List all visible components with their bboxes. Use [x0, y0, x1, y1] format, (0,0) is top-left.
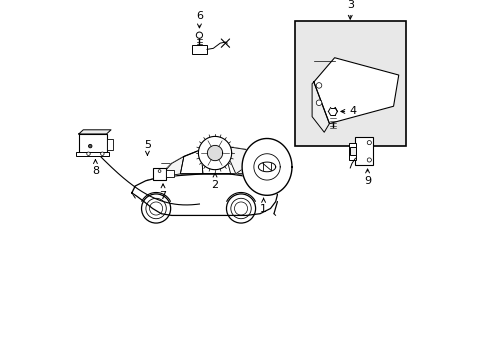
Text: 4: 4: [349, 107, 356, 116]
Bar: [294, 21, 405, 146]
Bar: [76, 152, 109, 156]
Bar: [79, 134, 106, 153]
Text: 9: 9: [363, 176, 370, 186]
Polygon shape: [159, 157, 183, 177]
Text: 8: 8: [92, 166, 99, 176]
Polygon shape: [79, 130, 111, 134]
Text: 7: 7: [159, 191, 166, 201]
Bar: [348, 143, 355, 160]
Polygon shape: [132, 174, 277, 215]
Circle shape: [86, 152, 90, 156]
Circle shape: [101, 152, 104, 156]
Circle shape: [316, 100, 321, 105]
Bar: [166, 170, 174, 177]
Polygon shape: [223, 146, 260, 174]
Polygon shape: [207, 145, 222, 161]
Circle shape: [226, 194, 255, 223]
Polygon shape: [242, 139, 291, 195]
Circle shape: [366, 158, 370, 162]
Text: 5: 5: [143, 140, 151, 149]
Polygon shape: [311, 82, 329, 132]
Circle shape: [366, 140, 370, 145]
Circle shape: [145, 198, 166, 219]
Text: 1: 1: [260, 204, 266, 214]
Circle shape: [196, 32, 202, 38]
Bar: [106, 139, 113, 149]
Text: 3: 3: [346, 0, 353, 10]
Text: 6: 6: [196, 10, 203, 21]
Circle shape: [234, 202, 247, 215]
Circle shape: [149, 202, 163, 215]
Bar: [153, 168, 166, 180]
Circle shape: [158, 170, 161, 172]
Circle shape: [316, 83, 321, 88]
Polygon shape: [313, 58, 398, 123]
Polygon shape: [159, 146, 263, 177]
Circle shape: [230, 198, 251, 219]
Bar: [349, 147, 356, 155]
Bar: [191, 45, 206, 54]
Text: 2: 2: [211, 180, 218, 190]
Polygon shape: [198, 136, 231, 170]
Circle shape: [141, 194, 170, 223]
Bar: [355, 138, 372, 165]
Circle shape: [88, 144, 92, 148]
